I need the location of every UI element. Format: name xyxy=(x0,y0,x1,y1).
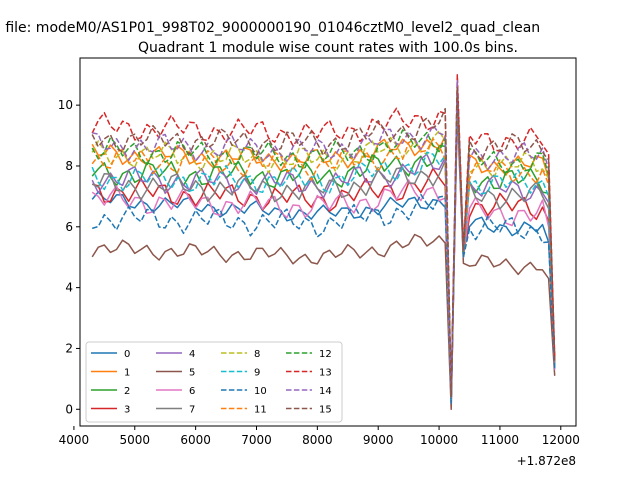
legend-label-3: 3 xyxy=(124,405,130,416)
y-tick-label: 10 xyxy=(58,98,73,112)
legend-label-0: 0 xyxy=(124,349,130,360)
x-tick-label: 10000 xyxy=(420,433,458,447)
x-tick-label: 6000 xyxy=(180,433,211,447)
x-tick-label: 12000 xyxy=(542,433,580,447)
legend-label-7: 7 xyxy=(189,405,195,416)
x-tick-label: 7000 xyxy=(241,433,272,447)
series-line-5 xyxy=(91,104,556,411)
plot-frame xyxy=(79,57,577,427)
legend-label-2: 2 xyxy=(124,386,130,397)
x-tick-label: 8000 xyxy=(302,433,333,447)
series-line-1 xyxy=(91,95,556,398)
legend-label-4: 4 xyxy=(189,349,195,360)
x-tick-label: 9000 xyxy=(363,433,394,447)
y-tick-label: 6 xyxy=(65,220,73,234)
y-tick-label: 8 xyxy=(65,159,73,173)
legend-label-15: 15 xyxy=(319,405,332,416)
x-tick-label: 5000 xyxy=(119,433,150,447)
series-line-0 xyxy=(91,98,556,398)
legend-frame xyxy=(85,341,343,423)
legend-label-9: 9 xyxy=(254,368,260,379)
x-axis: 4000 5000 6000 7000 8000 9000 10000 11000 12000 xyxy=(59,426,580,447)
legend-label-8: 8 xyxy=(254,349,260,360)
series-line-7 xyxy=(91,104,556,404)
legend-label-11: 11 xyxy=(254,405,267,416)
x-tick-label: 11000 xyxy=(481,433,519,447)
x-offset-label: +1.872e8 xyxy=(517,454,576,468)
legend-label-5: 5 xyxy=(189,368,195,379)
legend-label-1: 1 xyxy=(124,368,130,379)
y-tick-label: 0 xyxy=(65,402,73,416)
series-line-8 xyxy=(91,89,556,398)
legend-label-10: 10 xyxy=(254,386,267,397)
series-line-9 xyxy=(91,95,556,401)
legend-label-13: 13 xyxy=(319,368,332,379)
series-line-6 xyxy=(91,116,556,404)
series-line-4 xyxy=(91,107,556,401)
series-line-10 xyxy=(91,101,556,404)
series-line-13 xyxy=(91,73,556,395)
y-tick-label: 4 xyxy=(65,281,73,295)
plot-lines xyxy=(91,73,556,411)
suptitle: n file: modeM0/AS1P01_998T02_9000000190_… xyxy=(0,20,540,36)
chart-title: Quadrant 1 module wise count rates with … xyxy=(138,40,518,56)
y-axis: 0 2 4 6 8 10 xyxy=(58,98,80,416)
series-line-12 xyxy=(91,86,556,398)
legend-label-6: 6 xyxy=(189,386,195,397)
series-line-14 xyxy=(92,80,556,398)
x-tick-label: 4000 xyxy=(59,433,90,447)
series-line-11 xyxy=(91,92,556,398)
y-tick-label: 2 xyxy=(65,341,73,355)
legend-label-12: 12 xyxy=(319,349,332,360)
legend-label-14: 14 xyxy=(319,386,332,397)
